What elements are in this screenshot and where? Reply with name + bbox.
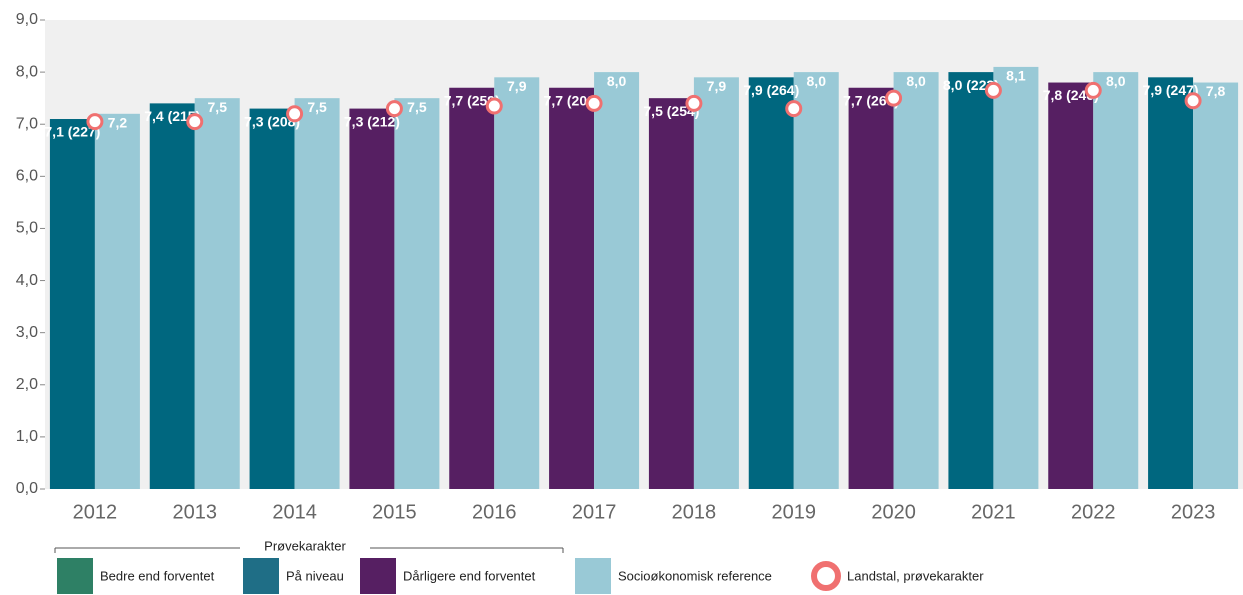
national-average-marker [1184, 92, 1202, 110]
plot-area [45, 20, 1243, 489]
data-label: 7,9 (247) [1143, 82, 1199, 98]
legend-label: Landstal, prøvekarakter [847, 568, 984, 583]
bar [449, 87, 495, 489]
data-label: 7,5 [208, 99, 228, 115]
x-tick-label: 2017 [572, 501, 617, 523]
x-tick-label: 2013 [173, 501, 218, 523]
data-label: 7,5 (254) [643, 103, 699, 119]
x-tick-label: 2014 [272, 501, 317, 523]
reference-bar [194, 98, 240, 490]
bar [149, 103, 195, 489]
data-label: 7,9 [507, 78, 527, 94]
reference-bar [494, 77, 540, 490]
data-label: 7,9 (264) [743, 82, 799, 98]
y-tick-label: 0,0 [16, 480, 38, 497]
legend-swatch [811, 561, 841, 591]
x-tick-label: 2018 [672, 501, 717, 523]
x-tick-label: 2023 [1171, 501, 1216, 523]
data-label: 7,3 (208) [244, 113, 300, 129]
bar [349, 108, 395, 489]
legend-swatch [360, 558, 396, 594]
data-label: 8,0 [607, 73, 627, 89]
national-average-marker [286, 105, 304, 123]
national-average-marker [1084, 81, 1102, 99]
reference-bar [993, 66, 1039, 490]
legend-swatch [575, 558, 611, 594]
bar [549, 87, 595, 489]
x-tick-label: 2016 [472, 501, 517, 523]
legend-swatch [243, 558, 279, 594]
reference-bar [394, 98, 440, 490]
national-average-marker [585, 94, 603, 112]
national-average-marker [685, 94, 703, 112]
reference-bar [893, 72, 939, 489]
data-label: 8,0 (223) [943, 77, 999, 93]
data-label: 7,9 [707, 78, 727, 94]
legend-label: Socioøkonomisk reference [618, 568, 772, 583]
data-label: 7,8 (246) [1043, 87, 1099, 103]
legend-label: Bedre end forventet [100, 568, 215, 583]
data-label: 7,1 (227) [44, 124, 100, 140]
data-label: 7,7 (208) [544, 92, 600, 108]
y-tick-label: 4,0 [16, 272, 38, 289]
national-average-marker [885, 89, 903, 107]
bar [249, 108, 295, 489]
national-average-marker [186, 113, 204, 131]
y-tick-label: 1,0 [16, 428, 38, 445]
data-label: 8,1 [1006, 68, 1026, 84]
y-tick-label: 2,0 [16, 376, 38, 393]
data-label: 7,4 (215) [144, 108, 200, 124]
legend-label: Dårligere end forventet [403, 568, 536, 583]
legend-label: På niveau [286, 568, 344, 583]
legend-group-title: Prøvekarakter [264, 538, 346, 553]
data-label: 8,0 [807, 73, 827, 89]
reference-bar [1193, 82, 1239, 490]
x-tick-label: 2015 [372, 501, 417, 523]
national-average-marker [385, 100, 403, 118]
data-label: 8,0 [1106, 73, 1126, 89]
data-label: 7,3 (212) [344, 113, 400, 129]
bar [648, 98, 694, 490]
y-tick-label: 9,0 [16, 11, 38, 28]
reference-bar [693, 77, 739, 490]
bar [1048, 82, 1094, 490]
data-label: 7,2 [108, 115, 128, 131]
x-tick-label: 2019 [772, 501, 817, 523]
reference-bar [1093, 72, 1139, 489]
reference-bar [594, 72, 640, 489]
y-tick-label: 7,0 [16, 115, 38, 132]
x-tick-label: 2012 [73, 501, 118, 523]
legend-swatch [57, 558, 93, 594]
national-average-marker [785, 100, 803, 118]
data-label: 7,5 [407, 99, 427, 115]
national-average-marker [86, 113, 104, 131]
y-tick-label: 3,0 [16, 324, 38, 341]
x-tick-label: 2020 [871, 501, 916, 523]
bar [49, 119, 95, 489]
y-tick-label: 8,0 [16, 63, 38, 80]
reference-bar [793, 72, 839, 489]
y-tick-label: 5,0 [16, 220, 38, 237]
bar [848, 87, 894, 489]
bar [1148, 77, 1194, 490]
data-label: 7,8 [1206, 83, 1226, 99]
reference-bar [294, 98, 340, 490]
data-label: 7,5 [307, 99, 327, 115]
x-tick-label: 2022 [1071, 501, 1116, 523]
x-tick-label: 2021 [971, 501, 1016, 523]
national-average-marker [984, 81, 1002, 99]
data-label: 7,7 (259) [444, 92, 500, 108]
national-average-marker [485, 97, 503, 115]
y-tick-label: 6,0 [16, 168, 38, 185]
bar [948, 72, 994, 489]
reference-bar [94, 113, 140, 490]
data-label: 8,0 [906, 73, 926, 89]
data-label: 7,7 (269) [843, 92, 899, 108]
bar [748, 77, 794, 490]
